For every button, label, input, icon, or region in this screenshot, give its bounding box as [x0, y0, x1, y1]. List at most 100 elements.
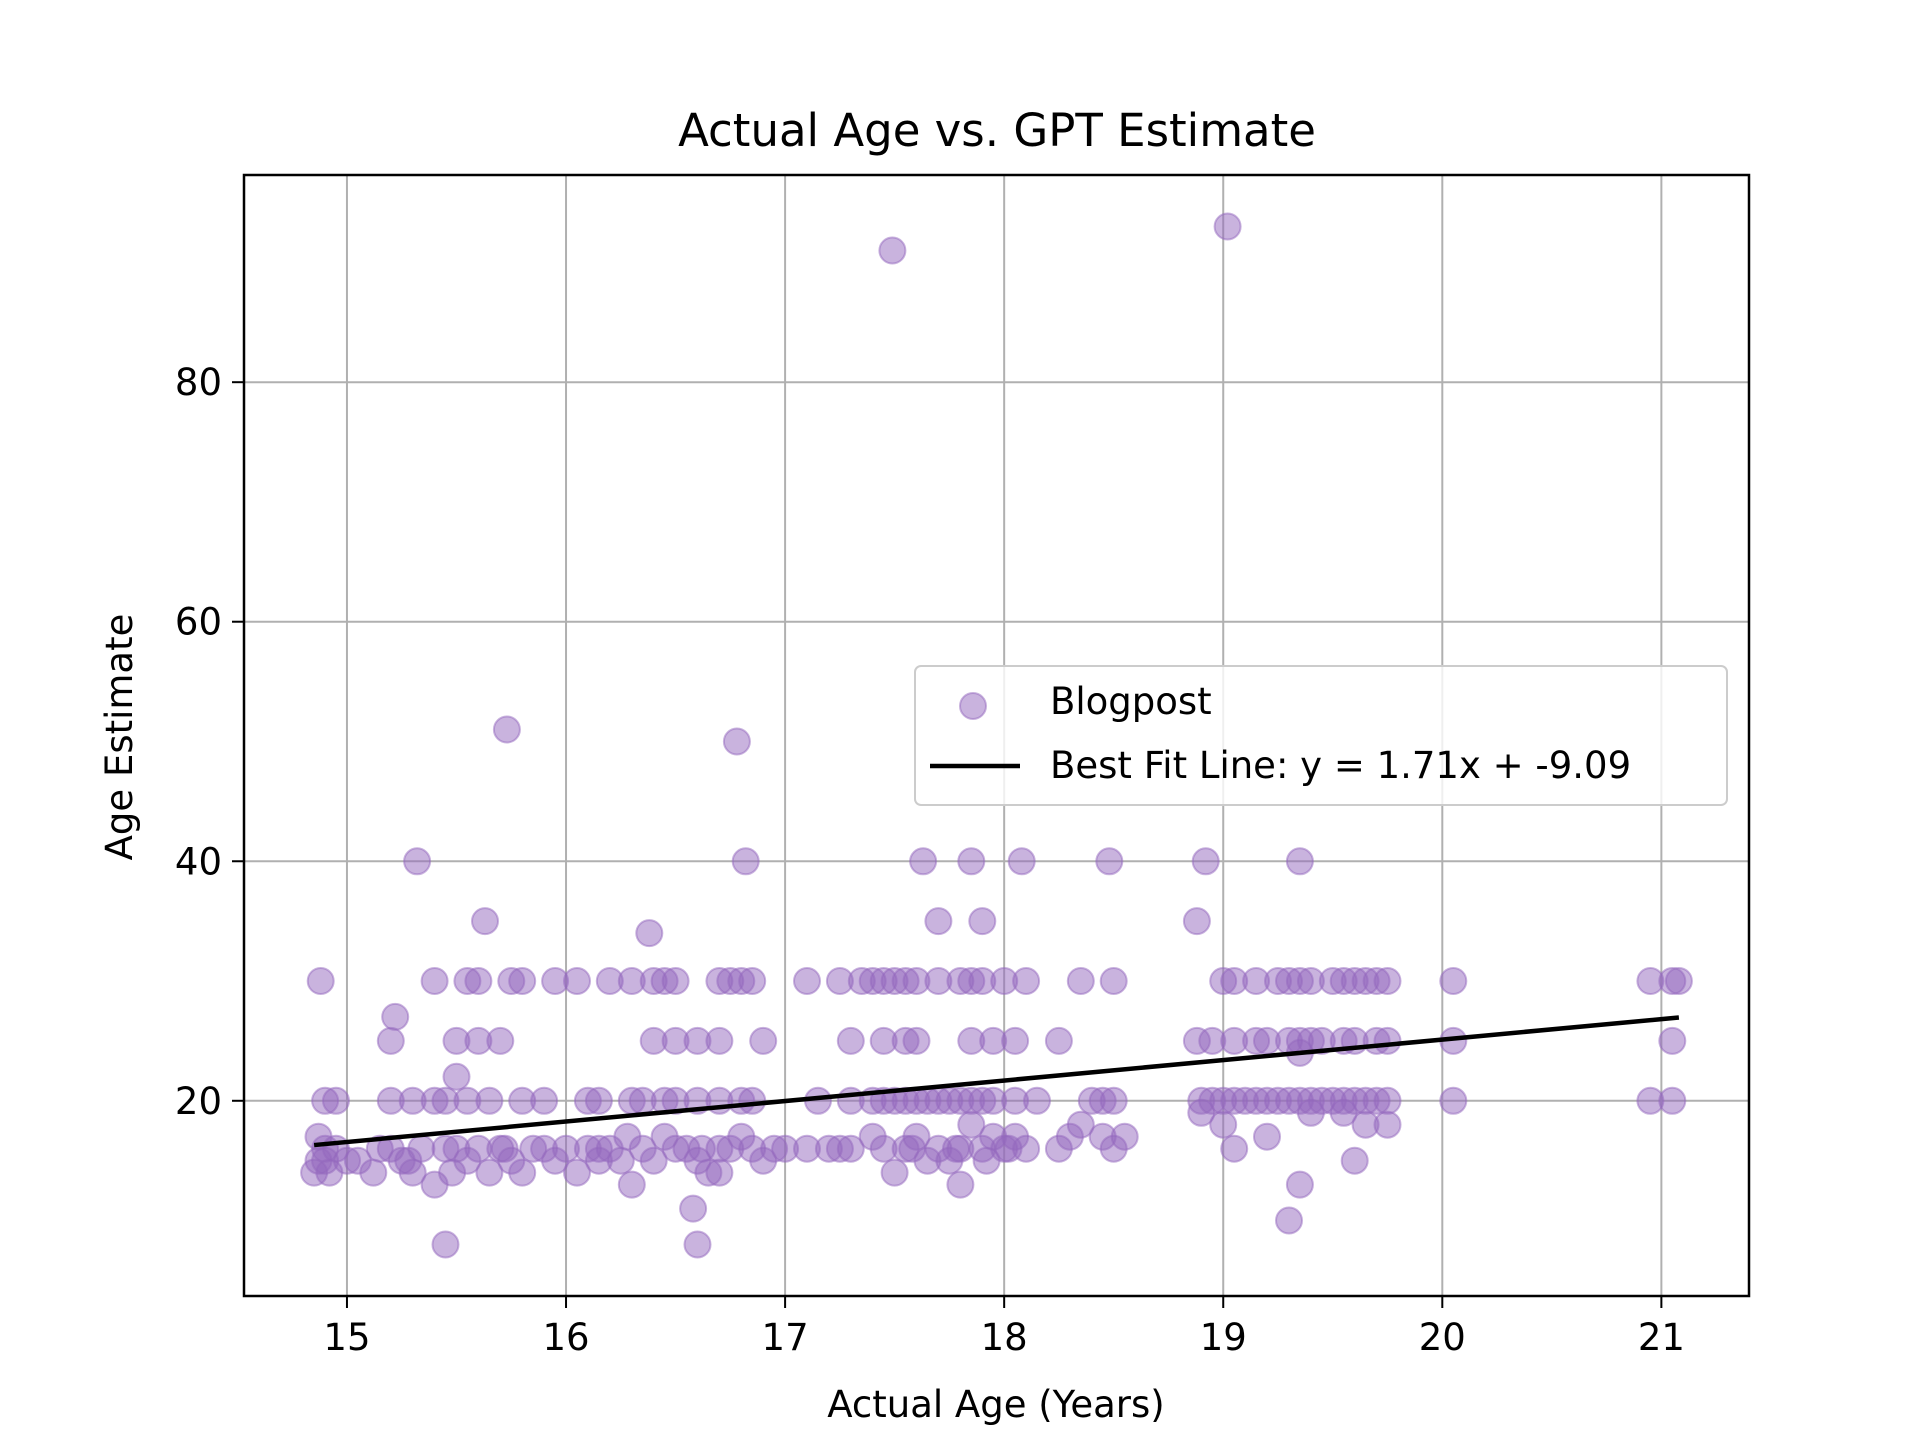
scatter-point: [661, 967, 690, 995]
scatter-point: [1023, 1086, 1051, 1115]
scatter-point: [705, 1026, 734, 1055]
scatter-point: [1066, 1110, 1095, 1139]
scatter-point: [1296, 1098, 1325, 1127]
scatter-point: [442, 1062, 471, 1091]
scatter-point: [687, 1134, 716, 1163]
scatter-point: [1253, 1122, 1281, 1151]
scatter-point: [705, 1158, 734, 1187]
scatter-point: [1191, 847, 1220, 876]
scatter-point: [1664, 967, 1693, 995]
legend-marker-blogpost: [959, 692, 987, 720]
x-tick-label: 15: [323, 1316, 370, 1359]
scatter-point: [394, 1146, 423, 1175]
scatter-point: [639, 1146, 668, 1175]
scatter-point: [957, 847, 986, 876]
scatter-point: [508, 1158, 537, 1187]
scatter-point: [924, 907, 953, 936]
y-tick-label: 20: [175, 1080, 222, 1123]
scatter-point: [584, 1086, 613, 1115]
scatter-point: [1439, 967, 1468, 995]
y-axis-ticks: 20 40 60 80: [175, 361, 244, 1123]
scatter-point: [420, 967, 449, 995]
scatter-point: [1658, 1026, 1687, 1055]
scatter-point: [942, 1134, 970, 1163]
scatter-point: [946, 1170, 975, 1199]
scatter-point: [1213, 212, 1242, 241]
legend-label-blogpost: Blogpost: [1050, 680, 1212, 723]
scatter-point: [1373, 1086, 1402, 1115]
scatter-point: [1110, 1122, 1139, 1151]
scatter-point: [492, 715, 521, 744]
scatter-point: [403, 847, 432, 876]
scatter-point: [738, 1086, 767, 1115]
scatter-point: [1099, 967, 1128, 995]
scatter-point: [464, 967, 493, 995]
scatter-point: [376, 1026, 405, 1055]
scatter-point: [1066, 967, 1095, 995]
scatter-point: [878, 236, 907, 265]
scatter-point: [1209, 1110, 1238, 1139]
y-tick-label: 40: [175, 840, 222, 883]
scatter-point: [563, 967, 591, 995]
legend-label-fit-line: Best Fit Line: y = 1.71x + -9.09: [1050, 744, 1631, 787]
x-tick-label: 19: [1200, 1316, 1247, 1359]
x-tick-label: 20: [1419, 1316, 1466, 1359]
scatter-point: [1340, 1146, 1369, 1175]
scatter-point: [471, 907, 499, 936]
best-fit-line: [313, 1015, 1680, 1148]
legend: Blogpost Best Fit Line: y = 1.71x + -9.0…: [914, 665, 1728, 806]
scatter-point: [1044, 1026, 1073, 1055]
x-tick-label: 16: [542, 1316, 589, 1359]
scatter-point: [1658, 1086, 1687, 1115]
scatter-point: [490, 1134, 519, 1163]
scatter-point: [1001, 1026, 1030, 1055]
scatter-point: [722, 727, 751, 756]
scatter-point: [322, 1086, 350, 1115]
scatter-point: [793, 967, 821, 995]
scatter-point: [635, 919, 664, 948]
scatter-point: [880, 1158, 909, 1187]
scatter-point: [679, 1194, 708, 1223]
scatter-point: [738, 967, 767, 995]
scatter-point: [475, 1086, 504, 1115]
y-tick-label: 80: [175, 361, 222, 404]
scatter-point: [1095, 847, 1124, 876]
scatter-point: [909, 847, 938, 876]
scatter-point: [365, 1134, 394, 1163]
scatter-point: [306, 967, 335, 995]
scatter-point: [1182, 907, 1211, 936]
scatter-point: [749, 1026, 778, 1055]
scatter-point: [1373, 967, 1402, 995]
scatter-point: [1275, 1206, 1303, 1235]
scatter-point: [972, 1146, 1001, 1175]
scatter-point: [1220, 1134, 1249, 1163]
scatter-point: [431, 1230, 460, 1259]
scatter-point: [968, 907, 997, 936]
scatter-point: [584, 1134, 613, 1163]
scatter-point: [1373, 1026, 1402, 1055]
x-tick-label: 21: [1638, 1316, 1685, 1359]
scatter-point: [825, 1134, 854, 1163]
x-tick-label: 17: [762, 1316, 809, 1359]
scatter-point: [1285, 847, 1314, 876]
scatter-point: [530, 1086, 559, 1115]
scatter-point: [1439, 1086, 1468, 1115]
scatter-point: [683, 1230, 712, 1259]
scatter-point: [898, 1134, 927, 1163]
scatter-points: [300, 212, 1693, 1259]
scatter-point: [1187, 1098, 1216, 1127]
scatter-point: [311, 1146, 340, 1175]
scatter-point: [836, 1026, 865, 1055]
scatter-point: [617, 1170, 646, 1199]
scatter-point: [1285, 1170, 1314, 1199]
scatter-point: [475, 1158, 504, 1187]
scatter-point: [760, 1134, 789, 1163]
legend-box: [914, 665, 1728, 806]
scatter-point: [563, 1158, 591, 1187]
scatter-point: [1373, 1110, 1402, 1139]
scatter-point: [1007, 847, 1036, 876]
x-axis-ticks: 15 16 17 18 19 20 21: [323, 1296, 1685, 1359]
scatter-point: [613, 1122, 642, 1151]
scatter-point: [1012, 967, 1041, 995]
